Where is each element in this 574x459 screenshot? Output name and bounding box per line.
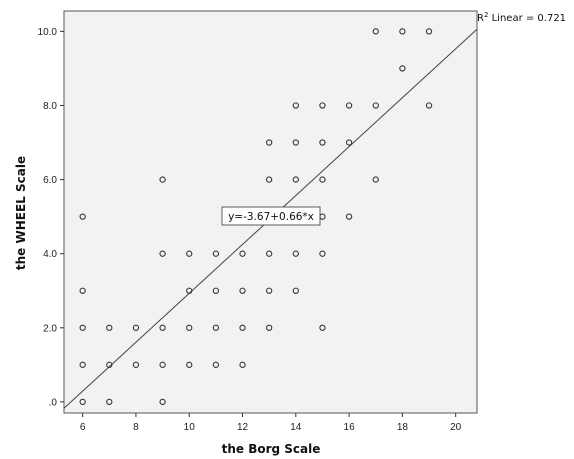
data-point [345,213,353,220]
data-point [212,250,220,257]
x-tick-label: 10 [184,422,196,433]
data-point [372,176,379,183]
data-point [159,398,166,406]
data-point [186,287,193,294]
equation-label: y=-3.67+0.66*x [228,211,314,223]
data-point [372,102,379,109]
data-point [239,287,246,294]
r2-suffix: Linear = 0.721 [488,13,566,24]
data-point [372,28,379,35]
data-point [266,139,273,146]
data-point [319,139,326,146]
data-point [79,398,86,406]
data-point [266,250,273,257]
y-tick-label: 6.0 [43,175,57,186]
data-point [159,176,166,183]
y-tick-label: .0 [49,397,58,408]
r2-label: R2 Linear = 0.721 [477,11,566,24]
data-point [79,287,86,294]
data-point [425,28,433,35]
y-tick-label: 10.0 [38,27,58,38]
data-point [106,361,113,368]
data-point [266,287,273,294]
x-tick-label: 12 [237,422,249,433]
data-point [186,324,193,331]
data-point [212,287,220,294]
x-tick-label: 6 [80,422,86,433]
data-point [345,102,353,109]
data-point [266,176,273,183]
data-point [319,324,326,331]
data-point [159,361,166,368]
data-point [319,250,326,257]
data-point [239,361,246,368]
data-point [239,250,246,257]
data-point [159,324,166,331]
y-tick-label: 2.0 [43,323,57,334]
x-tick-label: 16 [344,422,356,433]
axes: 6 8 10 12 14 16 18 20 .0 2.0 4.0 6.0 8.0 10.0 [38,27,462,433]
data-point [186,250,193,257]
y-axis-title: the WHEEL Scale [14,156,28,270]
equation-annotation: y=-3.67+0.66*x [221,206,321,226]
data-point [319,102,326,109]
data-point [425,102,433,109]
data-point [239,324,246,331]
data-point [292,176,299,183]
data-point [319,176,326,183]
data-point [79,324,86,331]
data-point [212,324,220,331]
data-point [292,139,299,146]
data-point [106,324,113,331]
data-points [79,28,433,406]
data-point [399,28,406,35]
data-point [132,324,140,331]
equation-box [221,206,321,226]
data-point [79,361,86,368]
x-tick-label: 20 [450,422,462,433]
data-point [399,65,406,72]
x-axis-title: the Borg Scale [222,442,321,456]
y-tick-label: 4.0 [43,249,57,260]
y-tick-label: 8.0 [43,101,57,112]
r2-prefix: R [477,13,484,24]
r2-superscript: 2 [484,11,488,19]
x-tick-label: 18 [397,422,409,433]
data-point [212,361,220,368]
data-point [292,250,299,257]
data-point [292,102,299,109]
data-point [159,250,166,257]
data-point [186,361,193,368]
x-tick-label: 14 [290,422,302,433]
data-point [132,361,140,368]
data-point [106,398,113,406]
data-point [266,324,273,331]
x-tick-label: 8 [133,422,139,433]
data-point [292,287,299,294]
data-point [79,213,86,220]
data-point [345,139,353,146]
